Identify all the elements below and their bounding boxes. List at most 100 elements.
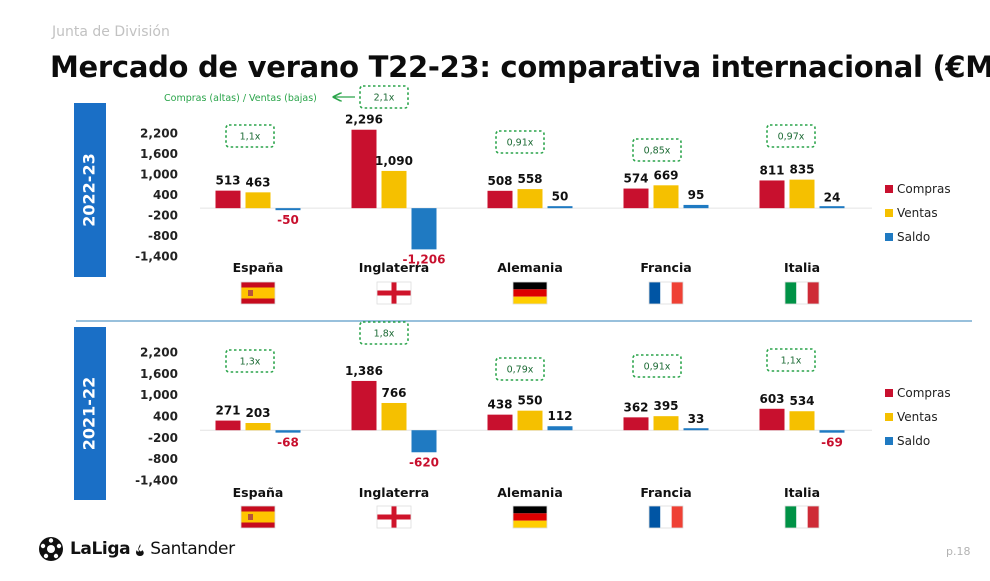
data-label: 24 xyxy=(824,190,841,204)
bar-compras xyxy=(215,190,241,209)
data-label: -69 xyxy=(821,436,843,450)
ratio-box xyxy=(225,124,275,148)
ratio-note-label: Compras (altas) / Ventas (bajas) xyxy=(164,93,317,104)
legend-label-compras: Compras xyxy=(897,182,951,196)
data-label: 1,090 xyxy=(375,154,413,168)
season-label-1: 2021-22 xyxy=(80,377,99,450)
flag-england-icon xyxy=(376,281,412,305)
legend-swatch-compras xyxy=(885,185,893,193)
legend-label-saldo: Saldo xyxy=(897,230,930,244)
category-label: Alemania xyxy=(497,260,563,275)
data-label: 574 xyxy=(623,172,648,186)
data-label: -1,206 xyxy=(403,252,446,266)
data-label: 669 xyxy=(653,168,678,182)
flag-england-icon xyxy=(376,505,412,529)
bar-ventas xyxy=(653,185,679,209)
ratio-label: 1,1x xyxy=(240,132,261,143)
page-title: Mercado de verano T22-23: comparativa in… xyxy=(50,50,990,84)
data-label: 508 xyxy=(487,174,512,188)
category-label: España xyxy=(233,260,284,275)
data-label: 112 xyxy=(547,409,572,423)
legend-swatch-compras xyxy=(885,389,893,397)
bar-ventas xyxy=(789,411,815,431)
bar-ventas xyxy=(245,423,271,431)
data-label: 50 xyxy=(552,189,569,203)
y-tick-label: 1,600 xyxy=(140,367,178,381)
data-label: 811 xyxy=(759,163,784,177)
ratio-label: 0,97x xyxy=(778,132,805,143)
legend-label-saldo: Saldo xyxy=(897,434,930,448)
legend-swatch-ventas xyxy=(885,209,893,217)
ratio-box xyxy=(495,130,545,154)
flag-italy-icon xyxy=(784,281,820,305)
category-label: Inglaterra xyxy=(359,485,429,500)
flag-spain-icon xyxy=(240,505,276,529)
ratio-box xyxy=(359,85,409,109)
data-label: -50 xyxy=(277,213,299,227)
data-label: -68 xyxy=(277,436,299,450)
bar-saldo xyxy=(275,208,301,211)
bar-ventas xyxy=(381,402,407,431)
category-label: España xyxy=(233,485,284,500)
data-label: 203 xyxy=(245,406,270,420)
data-label: 2,296 xyxy=(345,113,383,127)
flag-france-icon xyxy=(648,505,684,529)
santander-flame-icon xyxy=(133,542,147,556)
bar-saldo xyxy=(411,208,437,250)
data-label: -620 xyxy=(409,455,439,469)
bar-compras xyxy=(623,188,649,209)
y-tick-label: 1,600 xyxy=(140,147,178,161)
bar-saldo xyxy=(819,430,845,433)
data-label: 362 xyxy=(623,400,648,414)
flag-germany-icon xyxy=(512,505,548,529)
bar-ventas xyxy=(245,192,271,209)
y-tick-label: 1,000 xyxy=(140,168,178,182)
legend-swatch-ventas xyxy=(885,413,893,421)
bar-compras xyxy=(215,420,241,431)
laliga-logo-icon xyxy=(39,537,63,561)
ratio-box xyxy=(632,138,682,162)
y-tick-label: 2,200 xyxy=(140,346,178,360)
bar-compras xyxy=(351,129,377,209)
bar-ventas xyxy=(517,189,543,209)
y-tick-label: 1,000 xyxy=(140,388,178,402)
brand-sub-text: Santander xyxy=(150,539,235,559)
bar-compras xyxy=(759,408,785,431)
bar-compras xyxy=(759,180,785,209)
bar-saldo xyxy=(819,206,845,209)
laliga-brand: LaLiga Santander xyxy=(38,534,235,564)
bar-ventas xyxy=(789,179,815,209)
data-label: 835 xyxy=(789,163,814,177)
category-label: Italia xyxy=(784,485,820,500)
bar-saldo xyxy=(547,206,573,209)
y-tick-label: 2,200 xyxy=(140,127,178,141)
ratio-label: 2,1x xyxy=(374,93,395,104)
legend-swatch-saldo xyxy=(885,437,893,445)
bar-ventas xyxy=(517,410,543,431)
ratio-label: 0,79x xyxy=(507,365,534,376)
y-tick-label: -1,400 xyxy=(135,474,178,488)
legend-label-ventas: Ventas xyxy=(897,206,938,220)
category-label: Francia xyxy=(640,485,691,500)
category-label: Inglaterra xyxy=(359,260,429,275)
flag-germany-icon xyxy=(512,281,548,305)
bar-compras xyxy=(487,414,513,431)
ratio-label: 1,1x xyxy=(781,356,802,367)
ratio-label: 1,3x xyxy=(240,357,261,368)
season-band-1 xyxy=(74,327,106,500)
bar-compras xyxy=(623,417,649,431)
page-number: p.18 xyxy=(946,545,971,558)
y-tick-label: -800 xyxy=(148,229,178,243)
ratio-label: 1,8x xyxy=(374,329,395,340)
data-label: 534 xyxy=(789,394,814,408)
data-label: 766 xyxy=(381,386,406,400)
y-tick-label: -200 xyxy=(148,209,178,223)
data-label: 558 xyxy=(517,172,542,186)
y-tick-label: -200 xyxy=(148,431,178,445)
flag-france-icon xyxy=(648,281,684,305)
data-label: 513 xyxy=(215,174,240,188)
data-label: 33 xyxy=(688,412,705,426)
bar-saldo xyxy=(275,430,301,433)
bar-saldo xyxy=(683,204,709,209)
flag-italy-icon xyxy=(784,505,820,529)
